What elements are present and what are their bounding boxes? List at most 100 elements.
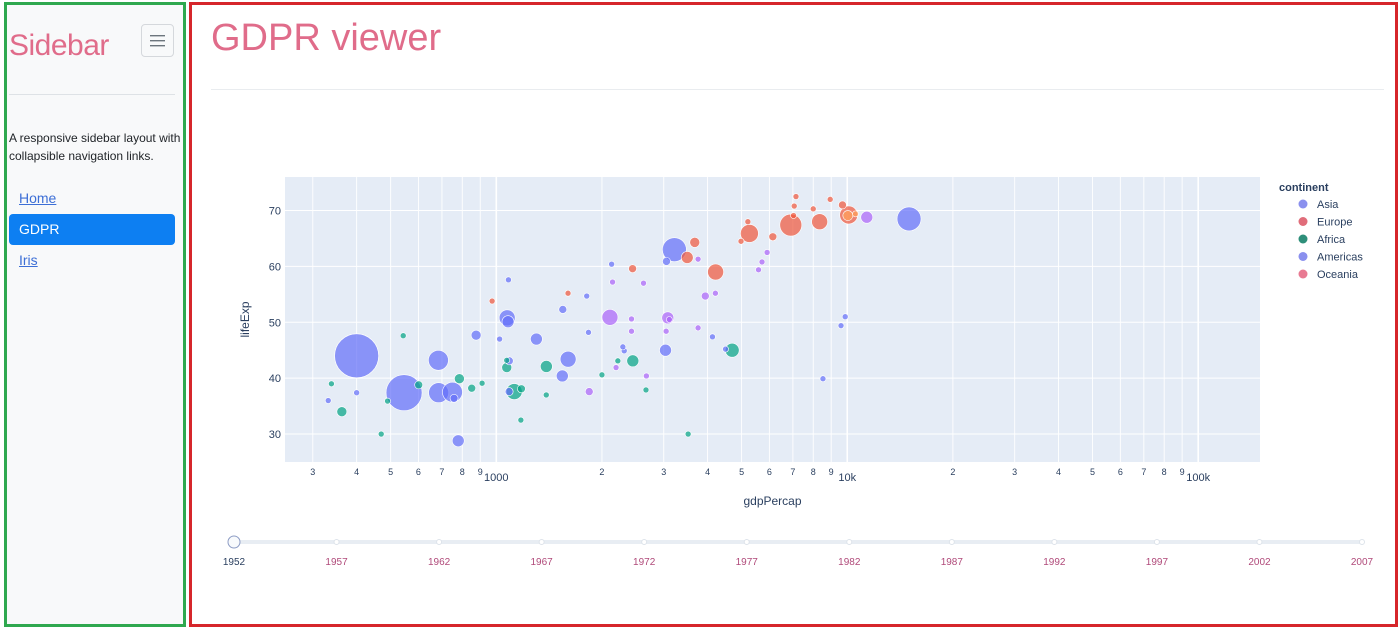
x-minor-tick-label: 8 (1162, 467, 1167, 477)
sidebar-toggle-button[interactable] (141, 24, 174, 57)
data-point-americas (860, 210, 874, 224)
data-point-asia (334, 333, 379, 379)
data-point-africa (454, 373, 465, 385)
x-minor-tick-label: 8 (460, 467, 465, 477)
nav-link-home[interactable]: Home (19, 190, 57, 206)
data-point-europe (768, 232, 778, 242)
x-minor-tick-label: 3 (1012, 467, 1017, 477)
sidebar: Sidebar A responsive sidebar layout with… (4, 2, 186, 627)
x-major-tick-label: 10k (838, 472, 856, 484)
main-content: GDPR viewer 3 4 5 6 7 8 9 2 3 4 5 6 7 8 9 2 3 4 5 6 7 8 9 1000 1… (189, 2, 1398, 627)
data-point-europe (744, 218, 752, 226)
data-point-africa (414, 380, 423, 390)
data-point-asia (428, 349, 449, 371)
data-point-europe (792, 193, 800, 200)
data-point-asia (585, 329, 592, 336)
data-point-asia (505, 276, 512, 284)
data-point-europe (790, 202, 798, 210)
slider-label-1992: 1992 (1043, 557, 1066, 568)
data-point-asia (662, 257, 671, 266)
data-point-asia (558, 305, 568, 314)
data-point-europe (737, 237, 745, 245)
slider-label-2007: 2007 (1351, 557, 1374, 568)
data-point-africa (517, 416, 525, 424)
data-point-oceania (842, 210, 854, 221)
data-point-asia (559, 350, 577, 368)
data-point-europe (838, 200, 847, 210)
data-point-africa (626, 354, 640, 368)
slider-track (234, 540, 1362, 544)
x-minor-tick-label: 6 (767, 467, 772, 477)
nav-link-iris[interactable]: Iris (19, 252, 38, 268)
slider-step-dot (743, 539, 750, 545)
data-point-africa (478, 379, 486, 387)
data-point-americas (666, 316, 673, 323)
x-major-tick-label: 100k (1186, 472, 1210, 484)
data-point-europe (564, 289, 572, 297)
year-slider[interactable]: 1952 1957 1962 1967 1972 1977 1982 1987 1992 1997… (223, 535, 1374, 568)
data-point-americas (584, 387, 594, 396)
data-point-europe (628, 264, 637, 273)
y-tick-label: 60 (269, 261, 281, 273)
data-point-asia (659, 343, 672, 357)
slider-step-dot (948, 539, 955, 545)
data-point-africa (517, 384, 526, 394)
data-point-europe (826, 196, 834, 203)
x-minor-tick-label: 2 (599, 467, 604, 477)
slider-label-1967: 1967 (531, 557, 554, 568)
nav-link-gdpr[interactable]: GDPR (9, 214, 175, 245)
x-minor-tick-label: 9 (1180, 467, 1185, 477)
data-point-europe (689, 237, 701, 248)
data-point-asia (841, 313, 849, 321)
legend-label-oceania: Oceania (1317, 269, 1359, 281)
title-divider (211, 89, 1384, 90)
legend-label-asia: Asia (1317, 199, 1339, 211)
legend-label-africa: Africa (1317, 234, 1346, 246)
data-point-asia (324, 397, 332, 404)
legend-marker-africa (1298, 234, 1308, 244)
x-minor-tick-label: 2 (950, 467, 955, 477)
data-point-americas (640, 279, 647, 287)
data-point-asia (496, 335, 503, 343)
legend-marker-americas (1298, 252, 1308, 261)
data-point-americas (712, 289, 719, 297)
data-point-asia (504, 387, 514, 396)
slider-label-1982: 1982 (838, 557, 861, 568)
x-axis-title: gdpPercap (743, 494, 801, 508)
data-point-asia (353, 389, 360, 397)
data-point-africa (542, 391, 550, 399)
data-points (324, 193, 922, 448)
data-point-africa (684, 430, 692, 438)
grid-lines (285, 177, 1260, 462)
data-point-asia (722, 345, 729, 353)
slider-step-dot (1153, 539, 1160, 545)
sidebar-nav: Home GDPR Iris (9, 183, 175, 276)
data-point-asia (709, 333, 716, 341)
x-minor-tick-label: 4 (1056, 467, 1061, 477)
x-minor-tick-label: 8 (811, 467, 816, 477)
data-point-africa (467, 383, 477, 393)
data-point-americas (628, 327, 635, 335)
legend[interactable]: continent Asia Europe Africa Americas Oceani… (1279, 182, 1363, 281)
data-point-asia (501, 315, 515, 329)
data-point-asia (530, 332, 543, 346)
data-point-asia (449, 393, 459, 403)
y-tick-label: 70 (269, 206, 281, 218)
data-point-africa (336, 406, 348, 418)
data-point-africa (328, 380, 335, 388)
data-point-americas (700, 291, 710, 301)
data-point-americas (662, 327, 670, 335)
slider-label-1977: 1977 (736, 557, 759, 568)
x-minor-tick-label: 3 (310, 467, 315, 477)
data-point-americas (758, 258, 766, 266)
data-point-asia (451, 434, 465, 448)
x-minor-tick-label: 7 (790, 467, 795, 477)
y-axis-title: lifeExp (238, 301, 252, 337)
legend-marker-oceania (1298, 269, 1308, 279)
slider-label-1987: 1987 (941, 557, 964, 568)
slider-handle[interactable] (227, 535, 241, 549)
legend-marker-asia (1298, 199, 1308, 209)
data-point-americas (609, 278, 616, 286)
